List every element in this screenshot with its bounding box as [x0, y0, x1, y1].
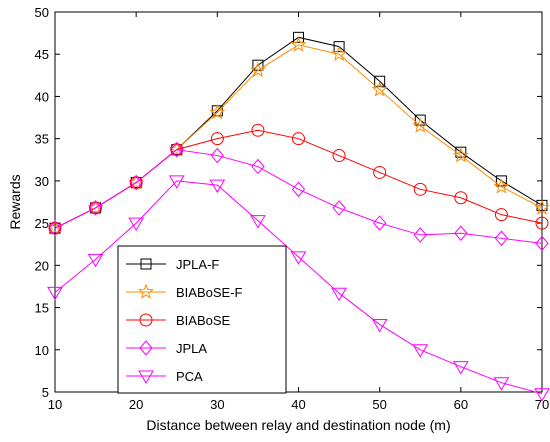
- data-point: [251, 158, 265, 175]
- x-tick-label: 20: [129, 397, 143, 412]
- data-point: [128, 174, 145, 190]
- y-tick-label: 30: [35, 174, 49, 189]
- series-pca: [47, 175, 550, 402]
- data-point: [290, 36, 307, 52]
- data-point: [171, 144, 183, 156]
- data-point: [374, 75, 386, 87]
- data-point: [371, 318, 388, 333]
- y-axis-label: Rewards: [7, 174, 23, 229]
- series-line: [54, 149, 543, 244]
- x-tick-label: 40: [291, 397, 305, 412]
- data-point: [128, 217, 145, 232]
- data-point: [87, 199, 104, 215]
- legend-label: JPLA: [176, 341, 207, 356]
- data-point: [293, 31, 304, 43]
- data-point: [494, 208, 508, 222]
- data-point: [88, 200, 103, 216]
- y-tick-label: 50: [35, 5, 49, 20]
- data-point: [534, 199, 550, 215]
- x-tick-label: 10: [48, 397, 62, 412]
- data-point: [47, 286, 63, 301]
- data-point: [454, 225, 468, 242]
- data-point: [535, 216, 549, 230]
- data-point: [333, 41, 345, 53]
- data-point: [373, 165, 387, 179]
- data-point: [168, 175, 185, 189]
- x-axis-label: Distance between relay and destination n…: [146, 417, 450, 433]
- legend-label: JPLA-F: [176, 257, 219, 272]
- data-point: [249, 61, 266, 78]
- legend-marker: [138, 283, 154, 299]
- legend-marker: [138, 370, 154, 384]
- data-point: [493, 178, 510, 194]
- x-tick-label: 70: [535, 397, 549, 412]
- data-point: [413, 227, 427, 243]
- data-point: [494, 230, 509, 247]
- data-point: [290, 251, 307, 265]
- data-point: [332, 200, 346, 216]
- y-tick-label: 20: [35, 258, 49, 273]
- data-point: [170, 141, 184, 158]
- data-point: [452, 361, 469, 375]
- data-point: [495, 175, 507, 187]
- data-point: [535, 235, 549, 252]
- data-point: [292, 132, 305, 146]
- data-point: [414, 114, 426, 126]
- y-tick-label: 35: [35, 132, 49, 147]
- data-point: [291, 181, 306, 198]
- legend-marker: [139, 340, 153, 356]
- data-point: [371, 81, 388, 97]
- data-point: [373, 215, 387, 231]
- y-tick-label: 40: [35, 89, 49, 104]
- data-point: [534, 388, 550, 402]
- data-point: [412, 117, 429, 133]
- data-point: [48, 220, 62, 236]
- data-point: [209, 179, 226, 194]
- data-point: [412, 344, 429, 358]
- series-layer: [47, 31, 550, 402]
- legend-marker: [139, 313, 153, 327]
- data-point: [49, 222, 61, 234]
- data-point: [452, 147, 469, 163]
- data-point: [130, 177, 142, 189]
- series-jpla: [48, 141, 549, 252]
- data-point: [331, 287, 347, 302]
- legend: JPLA-F BIABoSE-F BIABoSE JPLA PCA: [117, 245, 287, 394]
- y-tick-label: 5: [42, 385, 49, 400]
- data-point: [454, 191, 468, 205]
- y-tick-label: 15: [35, 301, 49, 316]
- y-tick-label: 25: [35, 216, 49, 231]
- data-point: [209, 104, 226, 120]
- data-point: [251, 123, 265, 137]
- data-point: [90, 202, 102, 214]
- data-point: [332, 149, 346, 163]
- y-tick-label: 10: [35, 343, 49, 358]
- legend-label: BIABoSE: [176, 313, 231, 328]
- data-point: [210, 132, 224, 146]
- data-point: [168, 141, 185, 157]
- legend-label: BIABoSE-F: [176, 285, 243, 300]
- data-point: [331, 45, 348, 62]
- y-tick-label: 45: [35, 47, 49, 62]
- legend-marker: [140, 258, 152, 270]
- legend-label: PCA: [176, 369, 203, 384]
- data-point: [210, 147, 224, 164]
- x-tick-label: 30: [210, 397, 224, 412]
- data-point: [250, 215, 266, 229]
- data-point: [87, 253, 104, 268]
- x-tick-label: 60: [454, 397, 468, 412]
- data-point: [413, 182, 427, 196]
- data-point: [493, 377, 510, 391]
- data-point: [129, 174, 143, 191]
- series-line: [54, 180, 543, 395]
- x-tick-label: 50: [372, 397, 386, 412]
